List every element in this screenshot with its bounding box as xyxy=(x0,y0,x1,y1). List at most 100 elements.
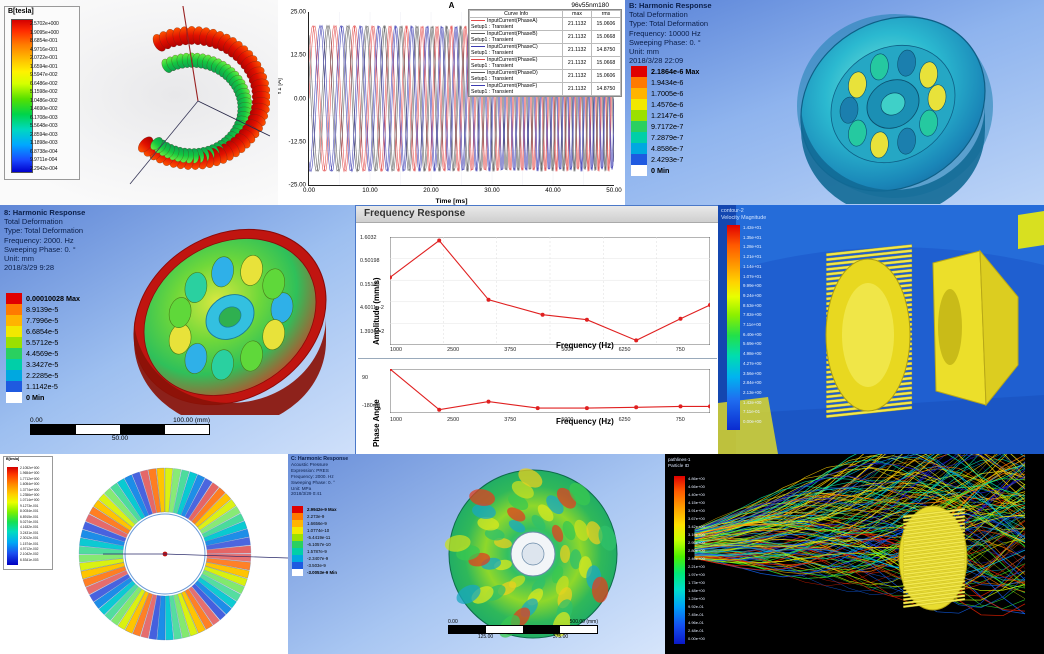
amplitude-y-tick: 1.6032 xyxy=(360,235,377,241)
pathlines-quantity: Particle ID xyxy=(668,463,690,468)
phase-x-tick: 3750 xyxy=(504,417,517,423)
legend-value: 0.00e+00 xyxy=(743,419,762,424)
legend-swatch xyxy=(6,337,22,348)
legend-row: 2.1864e-6 Max xyxy=(631,66,699,77)
legend-value: 9.9711e-004 xyxy=(30,157,58,163)
info-line: Type: Total Deformation xyxy=(4,226,84,236)
legend-swatch xyxy=(631,110,647,121)
legend-swatch xyxy=(6,293,22,304)
legend-swatch xyxy=(292,520,303,527)
legend-row: 2.4293e-7 xyxy=(631,154,699,165)
legend-value: 5.1598e-002 xyxy=(30,89,58,95)
curve-info-header-row: Curve Info max rms xyxy=(468,10,622,18)
legend-value: 6.1708e-003 xyxy=(30,114,58,121)
legend-value: 2.5702e+000 xyxy=(30,21,59,27)
legend-row: 1.2147e-6 xyxy=(631,110,699,121)
stator-magnetic-model xyxy=(129,6,270,185)
legend-value: 2.273e-9 xyxy=(307,514,325,519)
legend-value: 3.56e+00 xyxy=(743,370,762,376)
info-line: Total Deformation xyxy=(4,217,63,227)
legend-value: 1.21e+01 xyxy=(743,254,762,260)
legend-swatch xyxy=(292,562,303,569)
legend-value: 4.40e+00 xyxy=(688,492,705,497)
scale-bar-graphic xyxy=(30,424,210,435)
amplitude-plot xyxy=(390,237,710,345)
legend-value: 5.69e+00 xyxy=(743,341,762,347)
legend-row: 4.8586e-7 xyxy=(631,143,699,154)
cfd-contour-name: contour-2 xyxy=(721,208,744,214)
legend-value: 2.4293e-7 xyxy=(651,155,684,164)
frequency-response-title-bar: Frequency Response xyxy=(356,206,719,223)
harmonic-8-info-lines: Total Deformation Type: Total Deformation… xyxy=(4,217,85,272)
curve-name-cell: InputCurrent(PhaseE) Setup1 : Transient xyxy=(468,56,564,70)
legend-value: 4.15e+00 xyxy=(688,500,705,505)
legend-row: 1.0774e-10 xyxy=(292,527,337,534)
legend-value: 1.1142e-5 xyxy=(26,382,58,391)
legend-row: 9.7172e-7 xyxy=(631,121,699,132)
legend-value: 6.8738e-004 xyxy=(30,148,58,155)
legend-value: 7.11e-01 xyxy=(743,409,761,415)
legend-value: 1.4690e-002 xyxy=(30,106,58,112)
acoustic-scale-right: 500.00 (mm) xyxy=(569,619,598,625)
legend-value: 1.73e+00 xyxy=(688,580,705,585)
curve-max-cell: 21.1132 xyxy=(562,69,592,83)
legend-value: 3.19e+00 xyxy=(688,532,705,537)
info-line: Frequency: 2000. Hz xyxy=(4,235,74,245)
legend-swatch xyxy=(6,326,22,337)
legend-value: 4.8586e-7 xyxy=(651,144,684,153)
x-tick: 30.00 xyxy=(484,187,500,194)
amplitude-x-tick: 2500 xyxy=(447,347,460,353)
legend-row: 5.5712e-5 xyxy=(6,337,80,348)
legend-swatch xyxy=(292,513,303,520)
legend-swatch xyxy=(6,359,22,370)
x-tick: 40.00 xyxy=(545,187,561,194)
legend-value: 6.5341e-003 xyxy=(20,557,39,562)
legend-value: 2.1042e-002 xyxy=(20,552,39,557)
phase-x-tick: 1000 xyxy=(390,417,402,423)
curve-max-cell: 21.1132 xyxy=(562,30,592,44)
acoustic-tick-1: 125.00 xyxy=(477,634,494,640)
legend-value: 1.35e+01 xyxy=(743,234,762,240)
legend-swatch xyxy=(631,143,647,154)
acoustic-pressure-graphic xyxy=(444,468,618,639)
amplitude-y-tick: 1.3936e-2 xyxy=(360,328,385,335)
transient-x-axis-label: Time [ms] xyxy=(435,198,468,205)
info-line: Unit: mm xyxy=(4,254,34,264)
legend-value: 2.9942e-9 Max xyxy=(307,507,337,512)
x-tick: 20.00 xyxy=(423,187,439,194)
curve-max-cell: 21.1132 xyxy=(562,56,592,70)
harmonic-8-title: 8: Harmonic Response xyxy=(4,208,86,217)
legend-row: 1.9434e-6 xyxy=(631,77,699,88)
curve-info-row: InputCurrent(PhaseB) Setup1 : Transient 21… xyxy=(468,30,622,44)
legend-value: 7.11e+00 xyxy=(743,322,762,327)
legend-swatch xyxy=(292,506,303,513)
acoustic-response-panel: (function(){var g=document.getElementByI… xyxy=(288,454,665,654)
amplitude-y-tick: 0.50198 xyxy=(360,258,380,265)
curve-name-cell: InputCurrent(PhaseC) Setup1 : Transient xyxy=(468,43,564,57)
legend-value: -3.503e-9 xyxy=(307,563,326,568)
harmonic-b-title: B: Harmonic Response xyxy=(629,1,712,10)
magnetic-colorbar xyxy=(11,19,33,173)
legend-value: 7.82e+00 xyxy=(743,312,762,318)
legend-value: 6.8915e-001 xyxy=(20,514,39,519)
field-distribution-graphic xyxy=(55,454,288,654)
curve-rms-cell: 15.0668 xyxy=(590,30,622,44)
acoustic-scale-ticks: 125.00 375.00 xyxy=(448,634,598,640)
legend-value: 1.7712e+000 xyxy=(20,476,40,481)
legend-swatch xyxy=(292,569,303,576)
info-line: Sweeping Phase: 0. ° xyxy=(629,37,701,47)
legend-value: 2.0722e-001 xyxy=(30,55,58,61)
legend-value: 6.6486e-002 xyxy=(30,80,58,87)
legend-row: 1.4576e-6 xyxy=(631,99,699,110)
harmonic-8-legend: 0.00010028 Max 8.9139e-5 7.7996e-5 6.6854e-… xyxy=(6,293,80,403)
phase-x-tick: 5000 xyxy=(561,417,574,423)
legend-value: 1.07e+01 xyxy=(743,273,762,279)
legend-value: 0.00e+00 xyxy=(688,636,705,641)
field-distribution-panel: (function(){var g=document.getElementByI… xyxy=(0,454,288,654)
harmonic-b-header: B: Harmonic Response Total Deformation Ty… xyxy=(629,1,712,65)
amplitude-chart: Amplitude (mm/s) 1.6032 0.50198 0.15198 4.6… xyxy=(356,223,719,358)
legend-row: 8.9139e-5 xyxy=(6,304,80,315)
legend-swatch xyxy=(292,527,303,534)
legend-value: 3.3427e-5 xyxy=(26,360,59,369)
legend-value: 4.98e+00 xyxy=(743,351,762,357)
